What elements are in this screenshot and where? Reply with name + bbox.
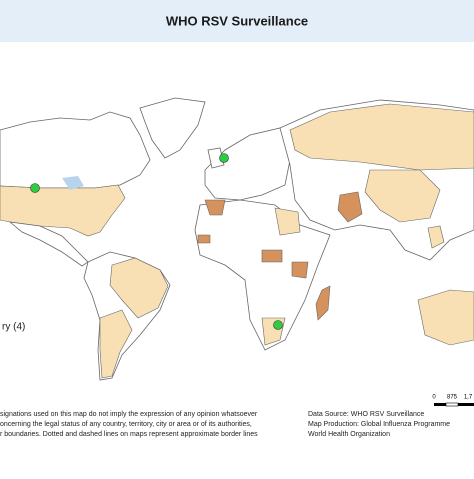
legend-entry: ry (4)	[2, 322, 25, 333]
scale-bar: 0 875 1,7	[432, 395, 474, 407]
southeast-asia	[427, 225, 445, 249]
great-lakes	[62, 176, 84, 190]
credit-line: World Health Organization	[308, 431, 390, 438]
china	[364, 169, 441, 223]
russia	[289, 103, 474, 171]
scale-segment	[458, 403, 474, 406]
central-africa	[261, 249, 283, 263]
scale-segment	[445, 402, 459, 407]
australia	[417, 289, 474, 346]
argentina	[99, 309, 133, 379]
map	[0, 97, 474, 381]
pakistan	[337, 191, 363, 223]
credit-line: Data Source: WHO RSV Surveillance	[308, 411, 424, 418]
kenya	[291, 261, 309, 279]
brazil	[109, 257, 169, 319]
credit-line: Map Production: Global Influenza Program…	[308, 421, 450, 428]
marker	[30, 183, 40, 193]
greenland	[139, 97, 206, 159]
scale-label: 875	[447, 395, 458, 401]
uk	[207, 147, 225, 169]
egypt-sudan	[274, 207, 301, 236]
disclaimer-line: oncerning the legal status of any countr…	[0, 421, 252, 428]
madagascar	[315, 285, 331, 321]
disclaimer-line: r boundaries. Dotted and dashed lines on…	[0, 431, 258, 438]
title: WHO RSV Surveillance	[166, 13, 308, 28]
scale-label: 1,7	[464, 395, 473, 401]
disclaimer-line: signations used on this map do not imply…	[0, 411, 258, 418]
europe	[204, 127, 293, 201]
marker	[219, 153, 229, 163]
header-band	[0, 0, 474, 42]
senegal	[197, 234, 211, 244]
scale-segment	[434, 403, 446, 406]
marker	[273, 320, 283, 330]
morocco	[204, 199, 226, 216]
scale-label: 0	[432, 395, 436, 401]
mexico	[8, 221, 89, 267]
